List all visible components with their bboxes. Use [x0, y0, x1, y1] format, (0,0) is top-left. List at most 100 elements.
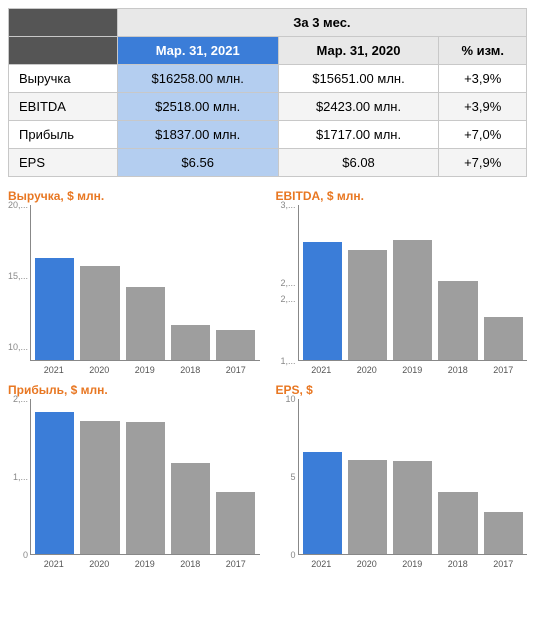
x-tick-label: 2021: [302, 361, 342, 375]
chart-body: 1050 2021 2020 2019 2018 2017: [276, 399, 528, 569]
col-header-pct: % изм.: [439, 37, 527, 65]
y-tick-label: 3,...: [280, 200, 295, 210]
bar: [80, 266, 119, 360]
row-pct: +3,9%: [439, 93, 527, 121]
chart-title: Прибыль, $ млн.: [8, 383, 260, 397]
x-tick-label: 2017: [216, 361, 256, 375]
x-tick-label: 2019: [393, 361, 433, 375]
plot-area: [30, 399, 260, 555]
x-tick-label: 2018: [438, 361, 478, 375]
plot-area: [30, 205, 260, 361]
chart: Прибыль, $ млн.2,...1,...020212020201920…: [8, 383, 260, 569]
x-tick-label: 2018: [438, 555, 478, 569]
bar: [348, 460, 387, 554]
x-axis: 2021 2020 2019 2018 2017: [298, 555, 528, 569]
y-tick-label: 2,...: [280, 278, 295, 288]
x-tick-label: 2017: [484, 555, 524, 569]
col-header-2021: Мар. 31, 2021: [117, 37, 278, 65]
x-tick-label: 2021: [34, 361, 74, 375]
table-row: Прибыль $1837.00 млн. $1717.00 млн. +7,0…: [9, 121, 527, 149]
financial-table: За 3 мес. Мар. 31, 2021 Мар. 31, 2020 % …: [8, 8, 527, 177]
row-v2: $15651.00 млн.: [278, 65, 439, 93]
y-tick-label: 2,...: [13, 394, 28, 404]
bar: [35, 412, 74, 554]
chart-body: 3,...2,...2,...1,...20212020201920182017: [276, 205, 528, 375]
bar: [126, 287, 165, 360]
y-tick-label: 10: [285, 394, 295, 404]
row-v1: $6.56: [117, 149, 278, 177]
x-tick-label: 2017: [216, 555, 256, 569]
row-v2: $6.08: [278, 149, 439, 177]
chart: EBITDA, $ млн.3,... 2,... 2,... 1,... 2021 20…: [276, 189, 528, 375]
y-axis: 2,...1,...0: [8, 399, 30, 555]
chart: Выручка, $ млн.20,...15,...10,...2021202…: [8, 189, 260, 375]
bar: [216, 492, 255, 554]
y-tick-label: 0: [23, 550, 28, 560]
y-axis: 3,...2,...2,...1,...: [276, 205, 298, 361]
col-header-2020: Мар. 31, 2020: [278, 37, 439, 65]
x-tick-label: 2018: [171, 361, 211, 375]
x-tick-label: 2021: [34, 555, 74, 569]
table-row: EPS $6.56 $6.08 +7,9%: [9, 149, 527, 177]
x-tick-label: 2020: [80, 361, 120, 375]
bar: [126, 422, 165, 554]
y-tick-label: 1,...: [13, 472, 28, 482]
y-tick-label: 2,...: [280, 294, 295, 304]
table-row: EBITDA $2518.00 млн. $2423.00 млн. +3,9%: [9, 93, 527, 121]
bar: [303, 452, 342, 554]
y-tick-label: 1,...: [280, 356, 295, 366]
row-v2: $2423.00 млн.: [278, 93, 439, 121]
x-axis: 20212020201920182017: [298, 361, 528, 375]
bar: [171, 325, 210, 360]
bar: [35, 258, 74, 360]
y-tick-label: 20,...: [8, 200, 28, 210]
row-pct: +3,9%: [439, 65, 527, 93]
table-header-blank: [9, 9, 118, 37]
row-v1: $2518.00 млн.: [117, 93, 278, 121]
x-axis: 2021 2020 2019 2018 2017: [30, 555, 260, 569]
chart: EPS, $105020212020201920182017: [276, 383, 528, 569]
x-tick-label: 2019: [125, 361, 165, 375]
bar: [484, 317, 523, 360]
chart-title: EBITDA, $ млн.: [276, 189, 528, 203]
chart-body: 20,...15,...10,...20212020201920182017: [8, 205, 260, 375]
x-tick-label: 2017: [484, 361, 524, 375]
row-label: EBITDA: [9, 93, 118, 121]
bar: [80, 421, 119, 554]
bar: [393, 240, 432, 360]
bar: [216, 330, 255, 360]
row-pct: +7,9%: [439, 149, 527, 177]
bar: [303, 242, 342, 360]
x-tick-label: 2021: [302, 555, 342, 569]
bar: [348, 250, 387, 360]
bar: [171, 463, 210, 554]
row-v1: $16258.00 млн.: [117, 65, 278, 93]
charts-grid: Выручка, $ млн.20,...15,...10,...2021202…: [8, 189, 527, 569]
x-tick-label: 2019: [125, 555, 165, 569]
row-label: Прибыль: [9, 121, 118, 149]
bar: [438, 281, 477, 360]
x-tick-label: 2019: [393, 555, 433, 569]
y-axis: 1050: [276, 399, 298, 555]
row-v2: $1717.00 млн.: [278, 121, 439, 149]
y-tick-label: 10,...: [8, 342, 28, 352]
x-tick-label: 2020: [80, 555, 120, 569]
table-header-blank-2: [9, 37, 118, 65]
y-tick-label: 5: [290, 472, 295, 482]
row-v1: $1837.00 млн.: [117, 121, 278, 149]
chart-body: 2,...1,...0 2021 2020 2019 2018 2017: [8, 399, 260, 569]
bar: [484, 512, 523, 554]
x-axis: 2021 2020 2019 2018 2017: [30, 361, 260, 375]
chart-title: EPS, $: [276, 383, 528, 397]
bar: [438, 492, 477, 554]
chart-title: Выручка, $ млн.: [8, 189, 260, 203]
x-tick-label: 2018: [171, 555, 211, 569]
x-tick-label: 2020: [347, 555, 387, 569]
row-label: Выручка: [9, 65, 118, 93]
bar: [393, 461, 432, 554]
y-tick-label: 15,...: [8, 271, 28, 281]
plot-area: [298, 399, 528, 555]
table-row: Выручка $16258.00 млн. $15651.00 млн. +3…: [9, 65, 527, 93]
y-tick-label: 0: [290, 550, 295, 560]
row-label: EPS: [9, 149, 118, 177]
